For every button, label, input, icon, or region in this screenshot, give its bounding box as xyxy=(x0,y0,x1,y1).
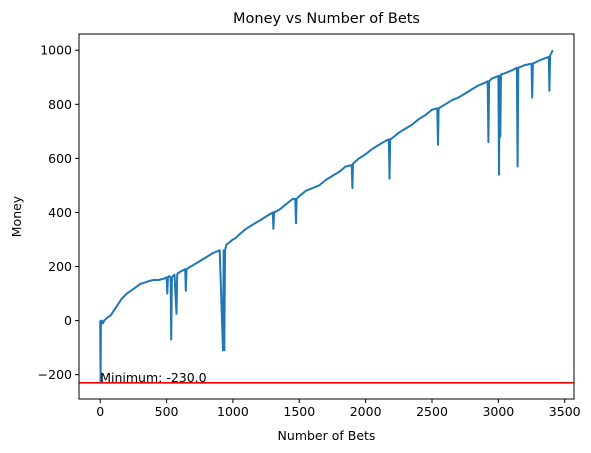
series-line-0 xyxy=(99,49,554,384)
x-tick-label: 2500 xyxy=(416,404,448,419)
y-axis: −200 0 200 400 600 800 1000 xyxy=(38,43,79,382)
x-tick-label: 3000 xyxy=(482,404,514,419)
x-tick-label: 2000 xyxy=(350,404,382,419)
y-tick-label: −200 xyxy=(38,367,72,382)
y-tick-label: 600 xyxy=(48,151,72,166)
minimum-annotation: Minimum: -230.0 xyxy=(100,370,206,385)
x-axis-label: Number of Bets xyxy=(278,428,376,443)
x-tick-label: 0 xyxy=(96,404,104,419)
y-axis-label: Money xyxy=(9,195,24,237)
y-tick-label: 1000 xyxy=(40,43,72,58)
y-tick-label: 200 xyxy=(48,259,72,274)
y-tick-label: 800 xyxy=(48,97,72,112)
plot-area xyxy=(79,49,574,384)
x-axis: 0 500 1000 1500 2000 2500 3000 3500 xyxy=(96,399,581,419)
y-tick-label: 0 xyxy=(64,313,72,328)
chart-title: Money vs Number of Bets xyxy=(233,11,420,27)
x-tick-label: 1000 xyxy=(217,404,249,419)
x-tick-label: 3500 xyxy=(549,404,581,419)
x-tick-label: 500 xyxy=(155,404,179,419)
x-tick-label: 1500 xyxy=(283,404,315,419)
y-tick-label: 400 xyxy=(48,205,72,220)
plot-frame xyxy=(78,33,575,400)
